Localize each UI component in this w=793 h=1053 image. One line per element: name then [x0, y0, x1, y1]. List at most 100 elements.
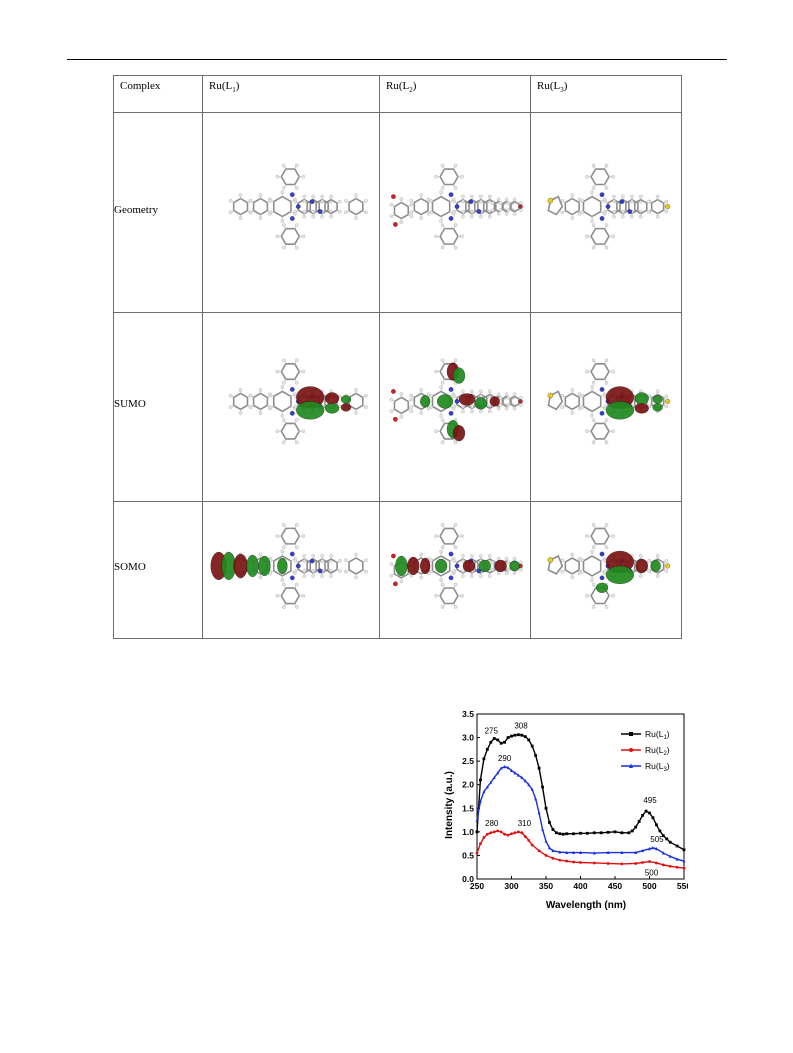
row-label-somo: SOMO	[113, 501, 203, 639]
atom-h	[429, 393, 433, 398]
ring	[582, 390, 602, 413]
atom-h	[453, 186, 458, 190]
atom-h	[282, 523, 286, 527]
atom-h	[434, 534, 438, 538]
data-point	[530, 744, 534, 748]
atom-h	[590, 578, 594, 583]
annotation-label: 505	[650, 835, 664, 844]
atom-h	[461, 199, 465, 204]
orbital-lobe	[340, 395, 352, 404]
atom-h	[302, 559, 307, 563]
data-point	[513, 771, 517, 775]
atom-h	[409, 393, 414, 398]
atom-h	[506, 396, 511, 400]
data-point	[485, 785, 489, 789]
atom-h	[293, 209, 298, 214]
atom-h	[439, 414, 443, 418]
atom-h	[280, 414, 285, 418]
atom	[317, 568, 323, 574]
atom	[599, 410, 605, 416]
atom-h	[344, 558, 348, 562]
data-point	[527, 838, 531, 842]
atom-h	[295, 358, 299, 363]
atom	[391, 389, 396, 394]
data-point	[551, 856, 555, 860]
atom-h	[591, 223, 596, 227]
atom-h	[295, 163, 299, 168]
atom	[391, 194, 396, 199]
data-point	[537, 849, 541, 853]
data-point	[599, 831, 603, 835]
atom-h	[611, 234, 615, 239]
atom	[547, 197, 554, 204]
atom	[665, 204, 671, 210]
atom-h	[490, 208, 495, 212]
atom-h	[329, 554, 333, 558]
data-point	[620, 862, 624, 866]
data-point	[485, 747, 489, 751]
x-tick-label: 250	[470, 881, 484, 891]
atom-h	[452, 569, 457, 573]
atom-h	[638, 554, 643, 558]
ring	[280, 227, 301, 245]
data-point	[475, 818, 479, 822]
x-tick-label: 450	[608, 881, 622, 891]
atom-h	[364, 210, 368, 215]
atom-h	[238, 388, 243, 392]
atom-h	[611, 534, 615, 538]
chart-axes: 250 300 350 400 450 500 550 0.0 0.5 1.0 1.5 2.0 2.5 3…	[462, 709, 688, 891]
data-point	[499, 830, 503, 834]
data-point	[506, 765, 510, 770]
atom-h	[295, 545, 299, 550]
atom-h	[320, 554, 324, 558]
atom-h	[664, 394, 669, 399]
ring	[590, 363, 610, 381]
atom-h	[302, 569, 307, 573]
atom-h	[293, 559, 298, 563]
data-point	[503, 764, 506, 769]
orbital-lobe	[233, 553, 248, 579]
molecule	[210, 523, 368, 609]
atom-h	[320, 199, 325, 204]
orbital-lobe	[458, 393, 476, 406]
atom-h	[440, 440, 445, 445]
atom	[599, 575, 605, 581]
atom-h	[453, 523, 458, 527]
orbital-lobe	[407, 556, 420, 576]
annotation-label: 310	[518, 819, 532, 828]
atom-h	[611, 369, 615, 374]
atom-h	[487, 554, 492, 558]
atom-h	[519, 560, 523, 565]
molecule	[228, 358, 368, 445]
atom-h	[439, 385, 443, 389]
atom	[448, 575, 454, 581]
data-point	[606, 850, 610, 854]
data-point	[558, 858, 562, 862]
atom-h	[498, 396, 503, 400]
atom-h	[630, 214, 634, 219]
data-point	[682, 848, 686, 852]
atom-h	[434, 174, 438, 179]
atom	[599, 192, 605, 197]
data-point	[634, 862, 638, 865]
atom-h	[364, 558, 368, 562]
atom-h	[440, 186, 445, 190]
atom-h	[506, 560, 511, 565]
legend-entry: Ru(L3)	[645, 761, 670, 773]
atom-h	[429, 210, 433, 215]
atom-h	[470, 554, 474, 558]
atom-h	[655, 194, 660, 199]
atom-h	[604, 245, 609, 250]
y-tick-label: 3.0	[462, 733, 474, 743]
data-point	[548, 845, 551, 850]
atom	[665, 563, 671, 569]
atom-h	[496, 197, 501, 202]
atom-h	[453, 223, 458, 227]
atom-h	[590, 385, 594, 389]
atom-h	[338, 199, 342, 204]
data-point	[606, 830, 610, 834]
atom-h	[311, 569, 316, 573]
chart-annotations: 275 308 290 280 310 495 505 500	[485, 722, 665, 878]
atom-h	[399, 579, 404, 584]
data-point	[682, 866, 686, 870]
